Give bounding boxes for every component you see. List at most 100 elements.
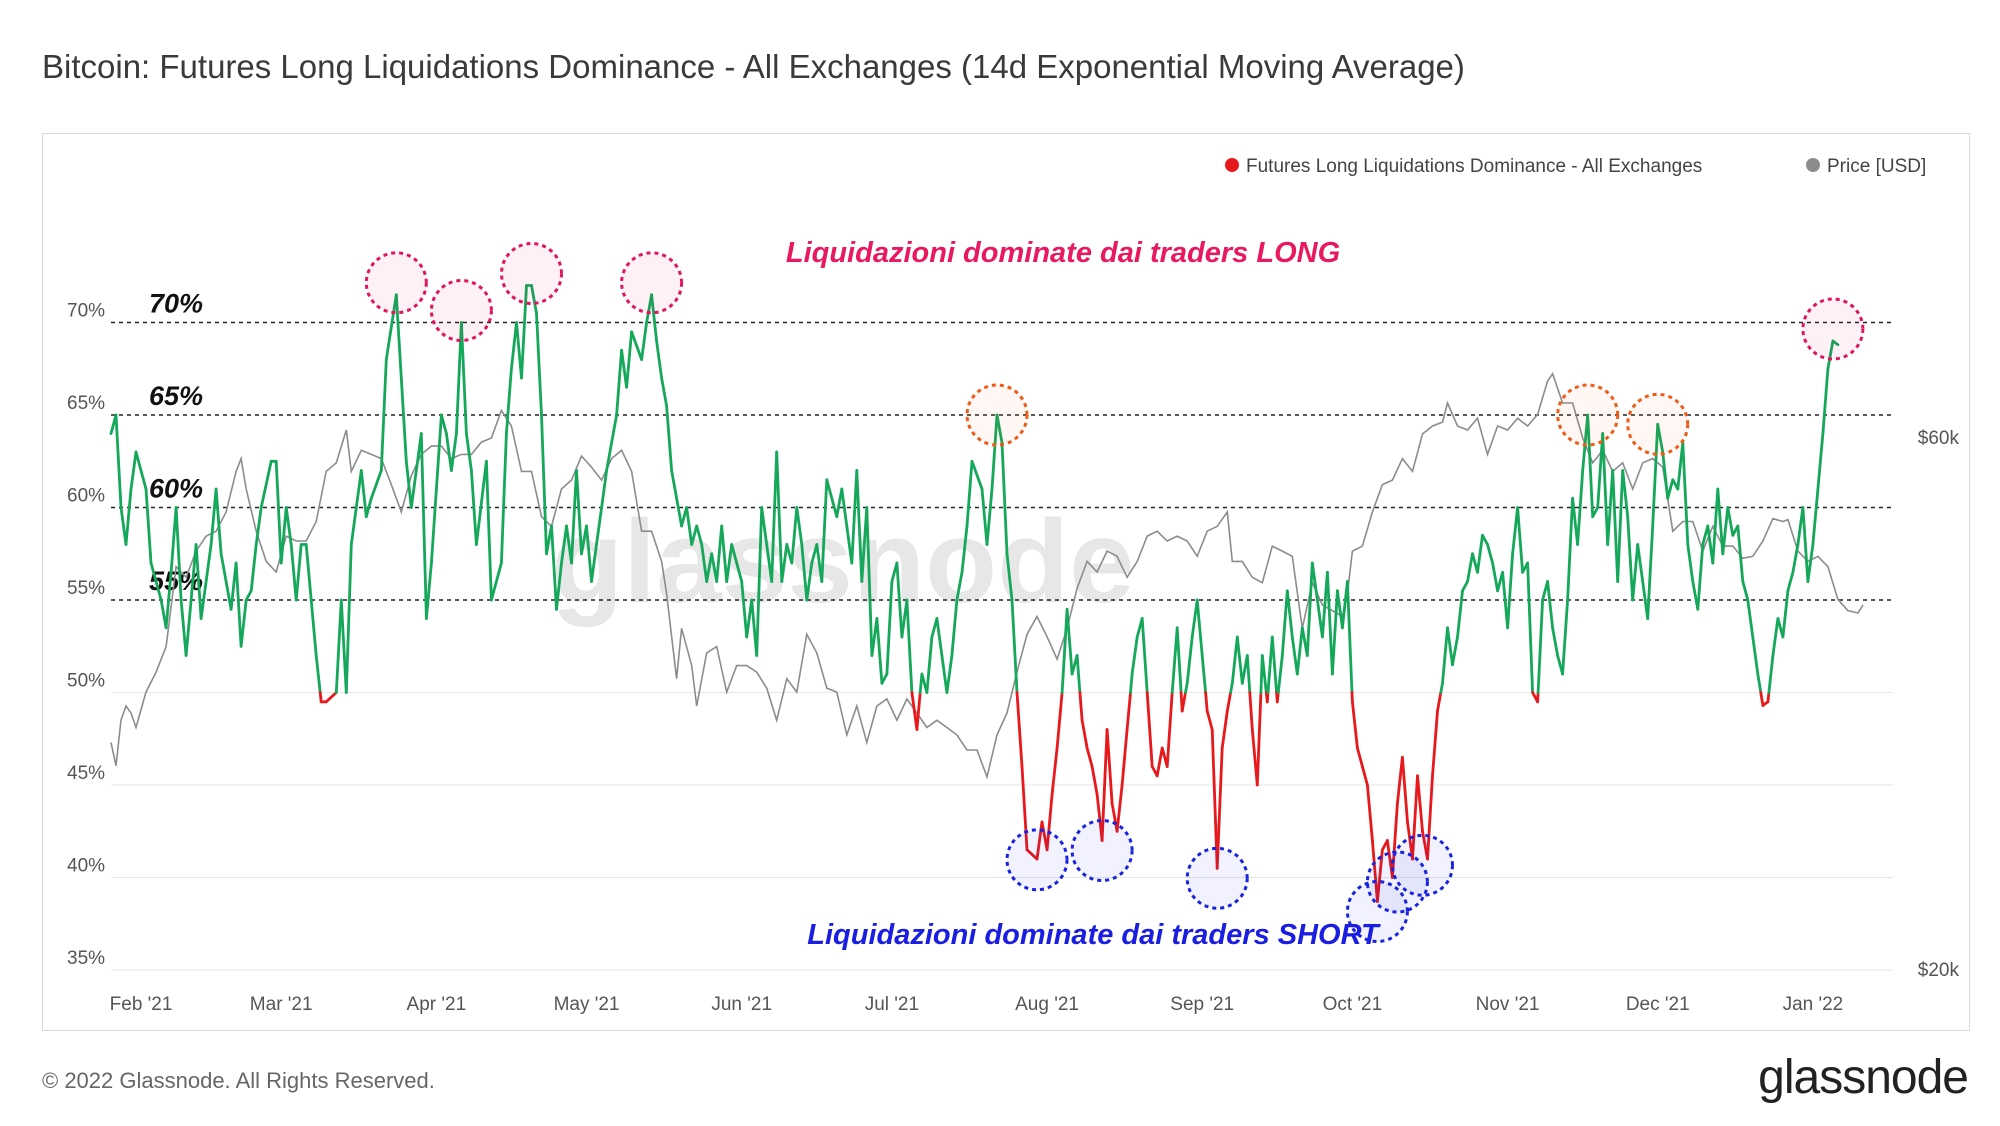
dominance-segment: [760, 506, 769, 546]
watermark: glassnode: [551, 496, 1135, 628]
dominance-segment: [1010, 598, 1019, 694]
dominance-segment: [454, 321, 463, 435]
dominance-segment: [1621, 469, 1630, 519]
y-right-tick-label: $60k: [1918, 428, 1960, 449]
legend-label-dominance: Futures Long Liquidations Dominance - Al…: [1246, 156, 1702, 177]
dominance-segment: [1266, 635, 1274, 694]
x-tick-label: Oct '21: [1323, 994, 1383, 1015]
dominance-segment: [1831, 339, 1840, 347]
dominance-segment: [755, 506, 764, 657]
dominance-segment: [1230, 635, 1239, 685]
y-tick-label: 70%: [67, 301, 105, 322]
dominance-segment: [1481, 533, 1489, 546]
dominance-segment: [1175, 626, 1183, 694]
dominance-segment: [1336, 589, 1344, 630]
dominance-segment: [499, 432, 508, 565]
dominance-segment: [980, 487, 989, 546]
dominance-segment: [149, 561, 163, 602]
dominance-segment: [1245, 654, 1252, 694]
short-highlight-circle: [1345, 880, 1409, 943]
dominance-segment: [114, 413, 123, 509]
dominance-segment: [364, 496, 373, 519]
dominance-segment: [820, 478, 829, 583]
dominance-segment: [1566, 496, 1574, 602]
x-axis: Feb '21 Mar '21 Apr '21 May '21 Jun '21 Jul '…: [110, 994, 1844, 1015]
short-highlight-circle: [1005, 828, 1069, 892]
legend[interactable]: Futures Long Liquidations Dominance - Al…: [1225, 156, 1926, 177]
dominance-segment: [1391, 802, 1399, 879]
short-highlight-circle: [1391, 833, 1454, 897]
dominance-segment: [419, 432, 428, 620]
dominance-segment: [995, 413, 1004, 445]
dominance-segment: [1326, 570, 1334, 676]
dominance-segment: [1781, 589, 1790, 639]
dominance-segment: [1801, 506, 1810, 583]
dominance-segment: [1305, 561, 1314, 657]
dominance-segment: [169, 506, 178, 574]
dominance-segment: [179, 598, 188, 657]
dominance-segment: [885, 580, 894, 676]
dominance-segment: [1611, 469, 1620, 583]
dominance-segment: [1486, 543, 1494, 565]
dominance-segment: [945, 654, 954, 694]
x-tick-label: Apr '21: [407, 994, 467, 1015]
dominance-segment: [1035, 820, 1044, 861]
dominance-segment: [1180, 691, 1187, 713]
dominance-segment: [1766, 691, 1771, 704]
dominance-segment: [1396, 755, 1404, 805]
dominance-segment: [925, 635, 934, 694]
dominance-segment: [1666, 478, 1675, 500]
dominance-segment: [1636, 543, 1645, 583]
dominance-segment: [1651, 422, 1660, 528]
dominance-segment: [640, 321, 648, 361]
dominance-segment: [1616, 469, 1625, 583]
chart-title: Bitcoin: Futures Long Liquidations Domin…: [42, 48, 1465, 85]
dominance-segment: [1756, 672, 1763, 694]
long-highlight-circle: [1801, 297, 1865, 361]
dominance-segment: [1078, 691, 1084, 722]
dominance-segment: [1155, 746, 1164, 778]
dominance-segment: [1255, 691, 1263, 787]
dominance-segment: [1290, 635, 1299, 676]
dominance-segment: [1356, 746, 1364, 768]
dominance-segment: [1100, 728, 1109, 842]
dominance-segment: [770, 450, 779, 583]
dominance-segment: [1536, 691, 1540, 704]
dominance-segment: [1090, 765, 1099, 796]
dominance-segment: [1526, 561, 1534, 694]
dominance-segment: [570, 469, 578, 565]
x-tick-label: Jul '21: [865, 994, 919, 1015]
mid-highlight-circle: [1626, 392, 1690, 456]
dominance-segment: [1601, 432, 1610, 546]
dominance-segment: [1791, 543, 1800, 574]
legend-label-price: Price [USD]: [1827, 156, 1926, 177]
y-tick-label: 45%: [67, 763, 105, 784]
dominance-segment: [1431, 709, 1439, 778]
dominance-segment: [1436, 691, 1443, 713]
dominance-segment: [244, 589, 253, 602]
dominance-segment: [184, 543, 198, 657]
dominance-segment: [1170, 626, 1179, 694]
dominance-segment: [1511, 506, 1519, 556]
dominance-segment: [540, 413, 548, 556]
legend-dot-dominance: [1225, 158, 1239, 172]
dominance-segment: [344, 543, 353, 694]
dominance-segment: [1371, 839, 1379, 903]
dominance-segment: [985, 487, 994, 546]
dominance-segment: [630, 330, 643, 361]
dominance-segment: [459, 321, 468, 435]
dominance-segment: [1235, 635, 1244, 685]
x-tick-label: Feb '21: [110, 994, 173, 1015]
x-tick-label: Dec '21: [1626, 994, 1690, 1015]
dominance-series: [109, 284, 1840, 903]
dominance-segment: [1576, 469, 1585, 546]
dominance-segment: [685, 506, 694, 546]
dominance-segment: [444, 432, 453, 472]
dominance-segment: [254, 506, 263, 546]
dominance-segment: [1656, 422, 1665, 454]
dominance-segment: [1741, 580, 1750, 602]
dominance-segment: [1195, 598, 1204, 657]
dominance-segment: [590, 543, 598, 583]
dominance-segment: [369, 469, 383, 500]
dominance-segment: [1461, 580, 1469, 593]
